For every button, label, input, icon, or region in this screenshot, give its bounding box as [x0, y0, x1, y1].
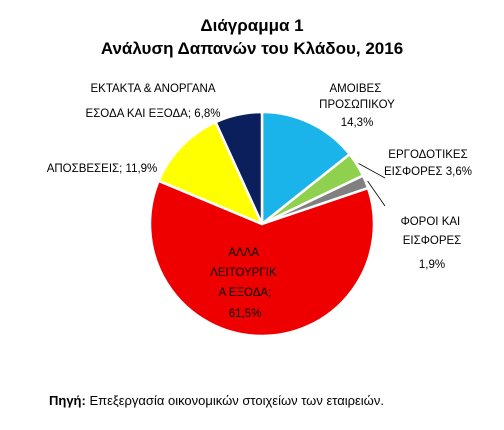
slice-label-ergodotikes-line2: ΕΙΣΦΟΡΕΣ 3,6%	[384, 166, 472, 178]
slice-label-amoives: ΑΜΟΙΒΕΣ ΠΡΟΣΩΠΙΚΟΥ	[319, 83, 395, 111]
slice-value-ergodotikes: 3,6%	[446, 166, 472, 178]
slice-label-ergodotikes: ΕΡΓΟΔΟΤΙΚΕΣ	[388, 149, 467, 161]
slice-value-ektakta: 6,8%	[194, 108, 220, 120]
leader-line-foroi	[367, 180, 386, 207]
slice-value-foroi: 1,9%	[419, 259, 445, 271]
source-text: Επεξεργασία οικονομικών στοιχείων των ετ…	[89, 393, 384, 408]
slice-value-amoives: 14,3%	[341, 117, 374, 129]
slice-value-aposveseis: 11,9%	[126, 163, 158, 175]
pie-slice-4	[157, 120, 264, 226]
chart-subtitle: Ανάλυση Δαπανών του Κλάδου, 2016	[101, 39, 403, 58]
slice-label-alla: ΑΛΛΑ ΛΕΙΤΟΥΡΓΙΚ Α ΕΞΟΔΑ;	[210, 247, 280, 299]
leader-lines	[358, 163, 386, 207]
pie-slice-5	[214, 110, 264, 226]
pie-slices	[148, 110, 376, 338]
slice-label-ektakta-line2: ΕΣΟΔΑ ΚΑΙ ΕΞΟΔΑ; 6,8%	[86, 108, 221, 120]
slice-label-aposveseis: ΑΠΟΣΒΕΣΕΙΣ; 11,9%	[47, 163, 158, 175]
pie-slice-0	[260, 110, 351, 226]
leader-line-ergodotikes	[358, 163, 386, 179]
slice-label-ektakta: ΕΚΤΑΚΤΑ & ΑΝΟΡΓΑΝΑ	[90, 83, 215, 95]
chart-title: Διάγραμμα 1	[200, 16, 303, 35]
source-label: Πηγή:	[49, 393, 86, 408]
source-note: Πηγή: Επεξεργασία οικονομικών στοιχείων …	[49, 393, 384, 408]
slice-value-alla: 61,5%	[229, 308, 262, 320]
slice-label-foroi: ΦΟΡΟΙ ΚΑΙ ΕΙΣΦΟΡΕΣ	[401, 216, 464, 247]
pie-slice-3	[148, 179, 376, 338]
